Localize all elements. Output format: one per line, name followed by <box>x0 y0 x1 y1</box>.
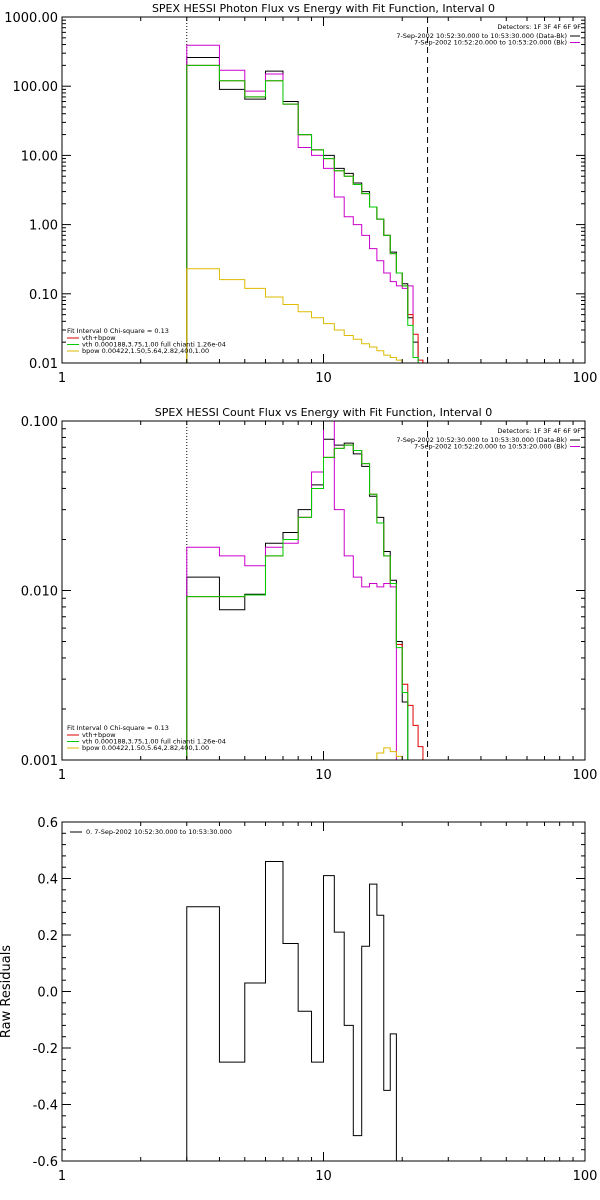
y-tick-label: 0.01 <box>29 357 58 372</box>
x-tick-label: 1 <box>58 768 66 783</box>
plot-frame <box>61 16 586 364</box>
y-tick-label: 0.100 <box>21 415 58 430</box>
y-tick-label: -0.4 <box>33 1099 58 1114</box>
series-1-line <box>186 421 403 760</box>
chart-title: SPEX HESSI Count Flux vs Energy with Fit… <box>155 406 492 419</box>
fit-component-label: vth+bpow <box>82 334 116 342</box>
y-tick-label: 0.0 <box>37 986 58 1001</box>
y-tick-label: 1.00 <box>29 219 58 234</box>
plot-data <box>186 861 397 1161</box>
fit-component-label: bpow 0.00422,1.50,5.64,2.82,400,1.00 <box>82 744 209 752</box>
fit-summary-label: Fit Interval 0 Chi-square = 0.13 <box>67 327 169 335</box>
x-tick-label: 1 <box>58 1169 66 1184</box>
series-3-line <box>186 64 419 363</box>
plot-data <box>186 17 429 363</box>
x-tick-label: 10 <box>315 768 332 783</box>
y-tick-label: 0.6 <box>37 816 58 831</box>
y-tick-label: 100.00 <box>13 80 59 95</box>
fit-component-label: bpow 0.00422,1.50,5.64,2.82,400,1.00 <box>82 347 209 355</box>
series-2-line <box>186 444 429 760</box>
x-tick-label: 1 <box>58 371 66 386</box>
y-tick-label: 10.00 <box>21 149 58 164</box>
fit-component-label: vth 0.000188,3.75,1.00 full chianti 1.26… <box>82 341 226 349</box>
detectors-label: Detectors: 1F 3F 4F 6F 9F <box>497 23 581 31</box>
detectors-label: Detectors: 1F 3F 4F 6F 9F <box>497 427 581 435</box>
series-0-line <box>186 438 409 760</box>
fit-component-label: vth+bpow <box>82 731 116 739</box>
fit-component-label: vth 0.000188,3.75,1.00 full chianti 1.26… <box>82 738 226 746</box>
y-tick-label: -0.2 <box>33 1042 58 1057</box>
photon-flux-panel: SPEX HESSI Photon Flux vs Energy with Fi… <box>4 2 597 386</box>
y-tick-label: 0.001 <box>21 754 58 769</box>
series-3-line <box>186 444 414 760</box>
x-tick-label: 100 <box>573 371 598 386</box>
residual-legend-label: 0. 7-Sep-2002 10:52:30.000 to 10:53:30.0… <box>86 828 232 836</box>
series-1-line <box>186 44 419 363</box>
y-axis-label: Raw Residuals <box>0 945 14 1038</box>
y-tick-label: -0.6 <box>33 1155 58 1170</box>
plot-data <box>186 421 429 760</box>
x-tick-label: 10 <box>315 1169 332 1184</box>
fit-summary-label: Fit Interval 0 Chi-square = 0.13 <box>67 724 169 732</box>
x-tick-label: 100 <box>573 1169 598 1184</box>
series-4-line <box>186 268 409 363</box>
series-2-line <box>186 64 424 363</box>
y-tick-label: 0.4 <box>37 873 58 888</box>
x-tick-label: 10 <box>315 371 332 386</box>
time-range-label: 7-Sep-2002 10:52:20.000 to 10:53:20.000 … <box>414 39 567 47</box>
time-range-label: 7-Sep-2002 10:52:20.000 to 10:53:20.000 … <box>414 443 567 451</box>
y-tick-label: 0.010 <box>21 585 58 600</box>
chart-title: SPEX HESSI Photon Flux vs Energy with Fi… <box>152 2 495 15</box>
y-tick-label: 0.2 <box>37 929 58 944</box>
time-range-label: 7-Sep-2002 10:52:30.000 to 10:53:30.000 … <box>396 32 567 40</box>
count-flux-panel: SPEX HESSI Count Flux vs Energy with Fit… <box>21 406 598 783</box>
time-range-label: 7-Sep-2002 10:52:30.000 to 10:53:30.000 … <box>396 436 567 444</box>
y-tick-label: 0.10 <box>29 288 58 303</box>
residuals-panel: Raw Residuals 1 10 100 -0.6 -0.4 -0.2 0.0 0.2 0.4… <box>0 816 597 1184</box>
y-tick-label: 1000.00 <box>4 11 58 26</box>
series-0-line <box>186 861 397 1161</box>
x-tick-label: 100 <box>573 768 598 783</box>
